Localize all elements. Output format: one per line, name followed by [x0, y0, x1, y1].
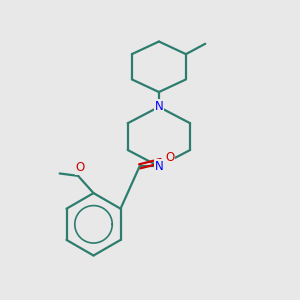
Text: N: N [154, 100, 163, 113]
Text: N: N [154, 160, 163, 173]
Text: O: O [165, 151, 175, 164]
Text: O: O [76, 161, 85, 174]
